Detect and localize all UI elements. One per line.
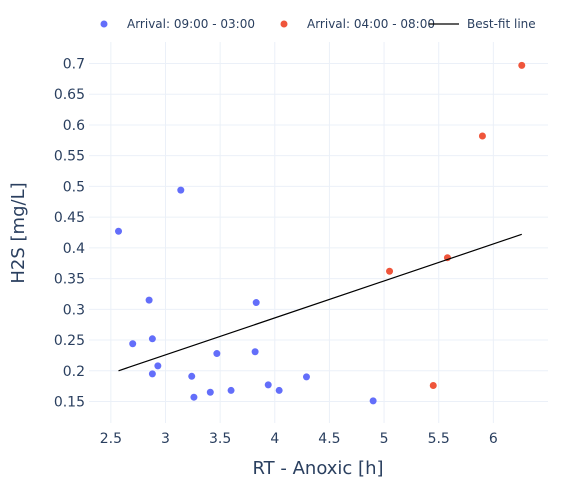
legend-label: Arrival: 09:00 - 03:00 [127,17,255,31]
x-tick-label: 6 [489,431,498,447]
x-tick-label: 4.5 [318,431,340,447]
legend[interactable]: Arrival: 09:00 - 03:00 Arrival: 04:00 - 0… [100,17,536,31]
x-tick-label: 4 [270,431,279,447]
data-point [190,393,198,401]
y-tick-label: 0.7 [63,57,85,73]
y-tick-label: 0.5 [63,179,85,195]
y-tick-label: 0.2 [63,364,85,380]
y-tick-label: 0.6 [63,118,85,134]
x-tick-label: 3.5 [209,431,231,447]
data-point [302,373,310,381]
legend-label: Arrival: 04:00 - 08:00 [307,17,435,31]
legend-item[interactable]: Arrival: 09:00 - 03:00 [100,17,255,31]
data-point [154,362,162,370]
y-tick-label: 0.15 [54,394,85,410]
data-point [115,227,123,235]
y-tick-label: 0.25 [54,333,85,349]
plot-series [115,61,526,405]
x-axis-title: RT - Anoxic [h] [252,458,383,479]
y-tick-label: 0.65 [54,87,85,103]
legend-marker-icon [280,20,288,28]
x-tick-labels: 2.5 3 3.5 4 4.5 5 5.5 6 [100,431,498,447]
data-point [478,132,486,140]
data-point [188,372,196,380]
data-point [264,381,272,389]
data-point [206,388,214,396]
y-tick-label: 0.55 [54,149,85,165]
data-point [252,299,260,307]
data-point [518,61,526,69]
x-grid [110,42,494,423]
data-point [369,397,377,405]
x-tick-label: 5.5 [428,431,450,447]
data-point [177,186,185,194]
y-grid [89,63,548,402]
x-tick-label: 3 [161,431,170,447]
legend-item[interactable]: Best-fit line [429,17,536,31]
legend-label: Best-fit line [467,17,536,31]
data-point [213,350,221,358]
y-tick-label: 0.3 [63,302,85,318]
data-point [148,335,156,343]
data-point [429,382,437,390]
x-tick-label: 2.5 [100,431,122,447]
data-point [227,386,235,394]
x-tick-label: 5 [380,431,389,447]
legend-marker-icon [100,20,108,28]
legend-item[interactable]: Arrival: 04:00 - 08:00 [280,17,435,31]
best-fit-line [118,233,522,372]
data-point [129,340,137,348]
y-tick-labels: 0.15 0.2 0.25 0.3 0.35 0.4 0.45 0.5 0.55 0.6 0.65 0… [54,57,85,411]
data-point [275,386,283,394]
data-point [251,348,259,356]
data-point [386,267,394,275]
y-tick-label: 0.4 [63,241,85,257]
data-point [148,370,156,378]
y-tick-label: 0.35 [54,272,85,288]
y-axis-title: H2S [mg/L] [8,182,29,283]
y-tick-label: 0.45 [54,210,85,226]
data-point [145,296,153,304]
